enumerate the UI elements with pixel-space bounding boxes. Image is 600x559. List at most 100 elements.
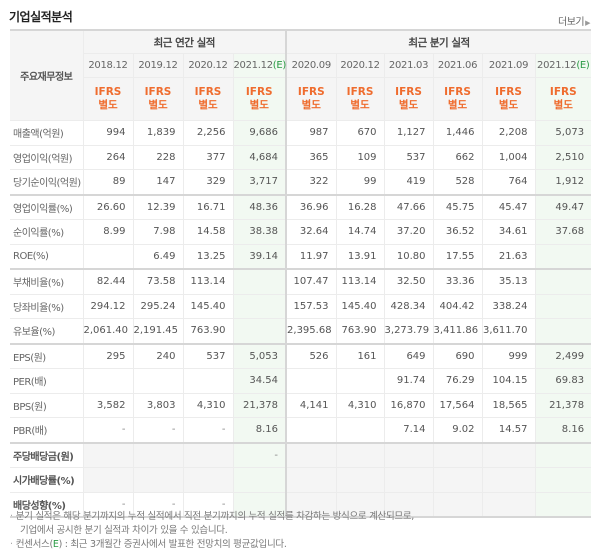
table-cell: 34.54 (232, 368, 288, 394)
table-cell: 338.24 (481, 293, 536, 319)
table-cell: 2,395.68 (285, 318, 337, 344)
table-cell: 763.90 (182, 318, 234, 344)
table-cell (383, 441, 434, 468)
table-cell (335, 417, 385, 443)
table-cell (534, 467, 592, 493)
table-cell: 76.29 (432, 368, 483, 394)
table-cell: 3,273.79 (383, 318, 434, 344)
table-cell: 763.90 (335, 318, 385, 344)
table-cell: 14.74 (335, 219, 385, 245)
table-cell: - (132, 417, 184, 443)
table-cell (432, 441, 483, 468)
table-cell: 295 (82, 342, 134, 369)
table-row: 시가배당률(%) (10, 467, 592, 493)
table-cell: 8.16 (534, 417, 592, 443)
accounting-standard: IFRS 별도 (335, 77, 385, 121)
table-cell: 21.63 (481, 243, 536, 270)
table-cell (383, 491, 434, 518)
table-cell (82, 368, 134, 394)
table-cell: 7.14 (383, 417, 434, 443)
accounting-standard: IFRS 별도 (481, 77, 536, 121)
period-header: 2021.09 (481, 53, 536, 78)
table-cell (132, 441, 184, 468)
table-cell: 2,256 (182, 120, 234, 146)
table-cell: 2,510 (534, 144, 592, 170)
table-cell: 3,411.86 (432, 318, 483, 344)
table-cell (335, 368, 385, 394)
table-row: 당좌비율(%) 294.12 295.24 145.40 157.53 145.40 428… (10, 293, 592, 319)
row-label: 당기순이익(억원) (10, 169, 84, 195)
table-cell: 17,564 (432, 392, 483, 418)
period-header: 2021.12(E) (534, 53, 592, 78)
period-header: 2020.09 (285, 53, 337, 78)
table-cell: 45.75 (432, 193, 483, 220)
more-link[interactable]: 더보기▶ (558, 13, 590, 28)
financial-summary-table: 주요재무정보 최근 연간 실적 최근 분기 실적 2018.12 2019.12 2… (10, 29, 592, 518)
table-cell: 537 (383, 144, 434, 170)
accounting-standard: IFRS 별도 (432, 77, 483, 121)
period-header: 2021.12(E) (232, 53, 288, 78)
table-cell (481, 441, 536, 468)
table-cell (285, 467, 337, 493)
table-cell: 1,912 (534, 169, 592, 195)
table-cell: 91.74 (383, 368, 434, 394)
table-cell: 228 (132, 144, 184, 170)
table-cell: 12.39 (132, 193, 184, 220)
table-cell: 113.14 (182, 268, 234, 295)
table-cell: 365 (285, 144, 337, 170)
table-row: 당기순이익(억원) 89 147 329 3,717 322 99 419 528 764 1,91… (10, 169, 592, 195)
table-cell: 4,310 (182, 392, 234, 418)
table-cell: 13.25 (182, 243, 234, 270)
table-row: 부채비율(%) 82.44 73.58 113.14 107.47 113.14 32.50… (10, 268, 592, 295)
table-cell (285, 491, 337, 518)
table-cell: 670 (335, 120, 385, 146)
table-cell: 161 (335, 342, 385, 369)
table-cell: - (232, 441, 288, 468)
table-cell: 1,004 (481, 144, 536, 170)
row-label: 시가배당률(%) (10, 467, 84, 493)
table-cell: 113.14 (335, 268, 385, 295)
table-cell: 157.53 (285, 293, 337, 319)
table-cell: 649 (383, 342, 434, 369)
table-cell: 662 (432, 144, 483, 170)
table-cell (432, 491, 483, 518)
row-label: EPS(원) (10, 342, 84, 369)
accounting-standard: IFRS 별도 (383, 77, 434, 121)
table-cell: 36.52 (432, 219, 483, 245)
table-cell: 5,073 (534, 120, 592, 146)
row-label: 순이익률(%) (10, 219, 84, 245)
table-cell: 35.13 (481, 268, 536, 295)
table-cell: 690 (432, 342, 483, 369)
table-cell: 3,582 (82, 392, 134, 418)
period-header: 2020.12 (182, 53, 234, 78)
table-cell (383, 467, 434, 493)
more-label: 더보기 (558, 17, 585, 28)
table-cell: 14.58 (182, 219, 234, 245)
footnote-2: · 컨센서스(E) : 최근 3개월간 증권사에서 발표한 전망치의 평균값입니다… (10, 539, 287, 550)
row-label: 주당배당금(원) (10, 441, 84, 468)
table-cell (534, 441, 592, 468)
table-cell: 9,686 (232, 120, 288, 146)
table-cell: 4,684 (232, 144, 288, 170)
table-row: ROE(%) 6.49 13.25 39.14 11.97 13.91 10.80 17.55… (10, 243, 592, 270)
table-cell (534, 318, 592, 344)
table-cell: 13.91 (335, 243, 385, 270)
row-label: 매출액(억원) (10, 120, 84, 146)
table-cell (285, 441, 337, 468)
table-cell: 69.83 (534, 368, 592, 394)
table-row: 영업이익(억원) 264 228 377 4,684 365 109 537 662 1,004 2… (10, 144, 592, 170)
table-cell: 37.20 (383, 219, 434, 245)
table-row: BPS(원) 3,582 3,803 4,310 21,378 4,141 4,310 16,… (10, 392, 592, 418)
accounting-standard: IFRS 별도 (285, 77, 337, 121)
table-cell: - (82, 417, 134, 443)
table-cell: 145.40 (182, 293, 234, 319)
table-cell: - (82, 491, 134, 518)
table-cell: 147 (132, 169, 184, 195)
table-cell: 2,191.45 (132, 318, 184, 344)
table-cell: 73.58 (132, 268, 184, 295)
footnotes: · 분기 실적은 해당 분기까지의 누적 실적에서 직전 분기까지의 누적 실적를… (10, 510, 414, 552)
table-row: 유보율(%) 2,061.40 2,191.45 763.90 2,395.68 763.… (10, 318, 592, 344)
table-cell: 49.47 (534, 193, 592, 220)
table-cell: 264 (82, 144, 134, 170)
accounting-standard: IFRS 별도 (182, 77, 234, 121)
